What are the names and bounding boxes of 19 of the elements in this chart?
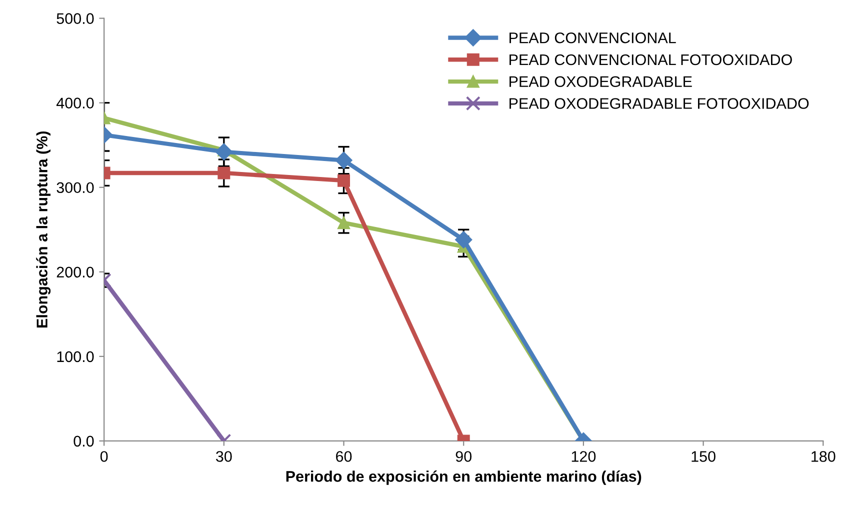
legend-label: PEAD OXODEGRADABLE FOTOOXIDADO	[510, 98, 809, 109]
x-axis-title: Periodo de exposición en ambiente marino (días)	[286, 470, 642, 485]
y-tick-label: 500.0	[56, 13, 94, 24]
y-tick-label: 400.0	[56, 98, 94, 109]
x-tick-label: 90	[456, 451, 472, 462]
y-tick-label: 100.0	[57, 351, 94, 362]
legend-label: PEAD CONVENCIONAL FOTOOXIDADO	[510, 54, 792, 66]
x-tick-label: 120	[572, 451, 596, 462]
x-tick-label: 30	[216, 451, 232, 462]
y-tick-label: 200.0	[56, 266, 94, 278]
legend-label: PEAD OXODEGRADABLE	[510, 76, 692, 88]
x-tick-label: 180	[812, 451, 836, 462]
x-tick-label: 0	[100, 451, 108, 462]
x-tick-label: 150	[692, 451, 716, 462]
legend-label: PEAD CONVENCIONAL	[510, 32, 676, 44]
y-axis-title: Elongación a la ruptura (%)	[36, 131, 51, 328]
y-tick-label: 0.0	[74, 436, 94, 447]
y-tick-label: 300.0	[56, 182, 94, 194]
x-tick-label: 60	[336, 451, 352, 462]
